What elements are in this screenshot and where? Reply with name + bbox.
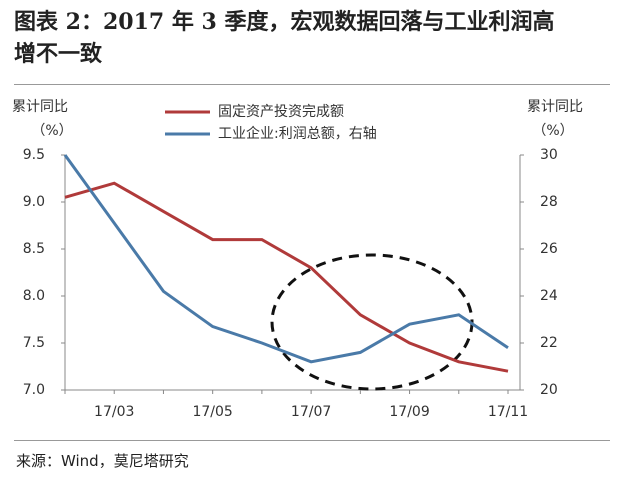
rule: [14, 84, 610, 85]
y2-tick-label: 20: [540, 382, 558, 398]
legend-label: 工业企业:利润总额，右轴: [218, 125, 377, 142]
source: 来源：Wind，莫尼塔研究: [16, 452, 189, 470]
y-tick-label: 9.0: [23, 194, 45, 210]
y2-tick-label: 22: [540, 335, 558, 351]
rule: [14, 440, 610, 441]
y-tick-label: 9.5: [23, 147, 45, 163]
x-tick-label: 17/05: [192, 404, 232, 420]
y2-tick-label: 28: [540, 194, 558, 210]
series-line: [64, 181, 509, 373]
x-tick-label: 17/03: [94, 404, 134, 420]
y-axis-label: 累计同比: [12, 99, 68, 115]
y2-axis-label: 累计同比: [527, 99, 583, 115]
legend-label: 固定资产投资完成额: [218, 104, 344, 120]
y2-tick-label: 30: [540, 147, 558, 163]
y2-tick-label: 24: [540, 288, 558, 304]
title: 图表 2：2017 年 3 季度，宏观数据回落与工业利润高增不一致: [14, 9, 555, 67]
y-axis-label: （%）: [31, 123, 72, 139]
y-tick-label: 8.5: [23, 241, 45, 257]
x-tick-label: 17/07: [291, 404, 331, 420]
y-tick-label: 7.5: [23, 335, 45, 351]
y-tick-label: 7.0: [23, 382, 45, 398]
y2-tick-label: 26: [540, 241, 558, 257]
chart: 7.0 7.5 8.0 8.5 9.0 9.5 20 22 24 26 28 30 累计同比 （%） 累计同…: [12, 99, 583, 420]
y2-axis-label: （%）: [532, 123, 573, 139]
y-tick-label: 8.0: [23, 288, 45, 304]
series-line: [63, 154, 509, 364]
x-tick-label: 17/09: [389, 404, 429, 420]
x-tick-label: 17/11: [488, 404, 528, 420]
